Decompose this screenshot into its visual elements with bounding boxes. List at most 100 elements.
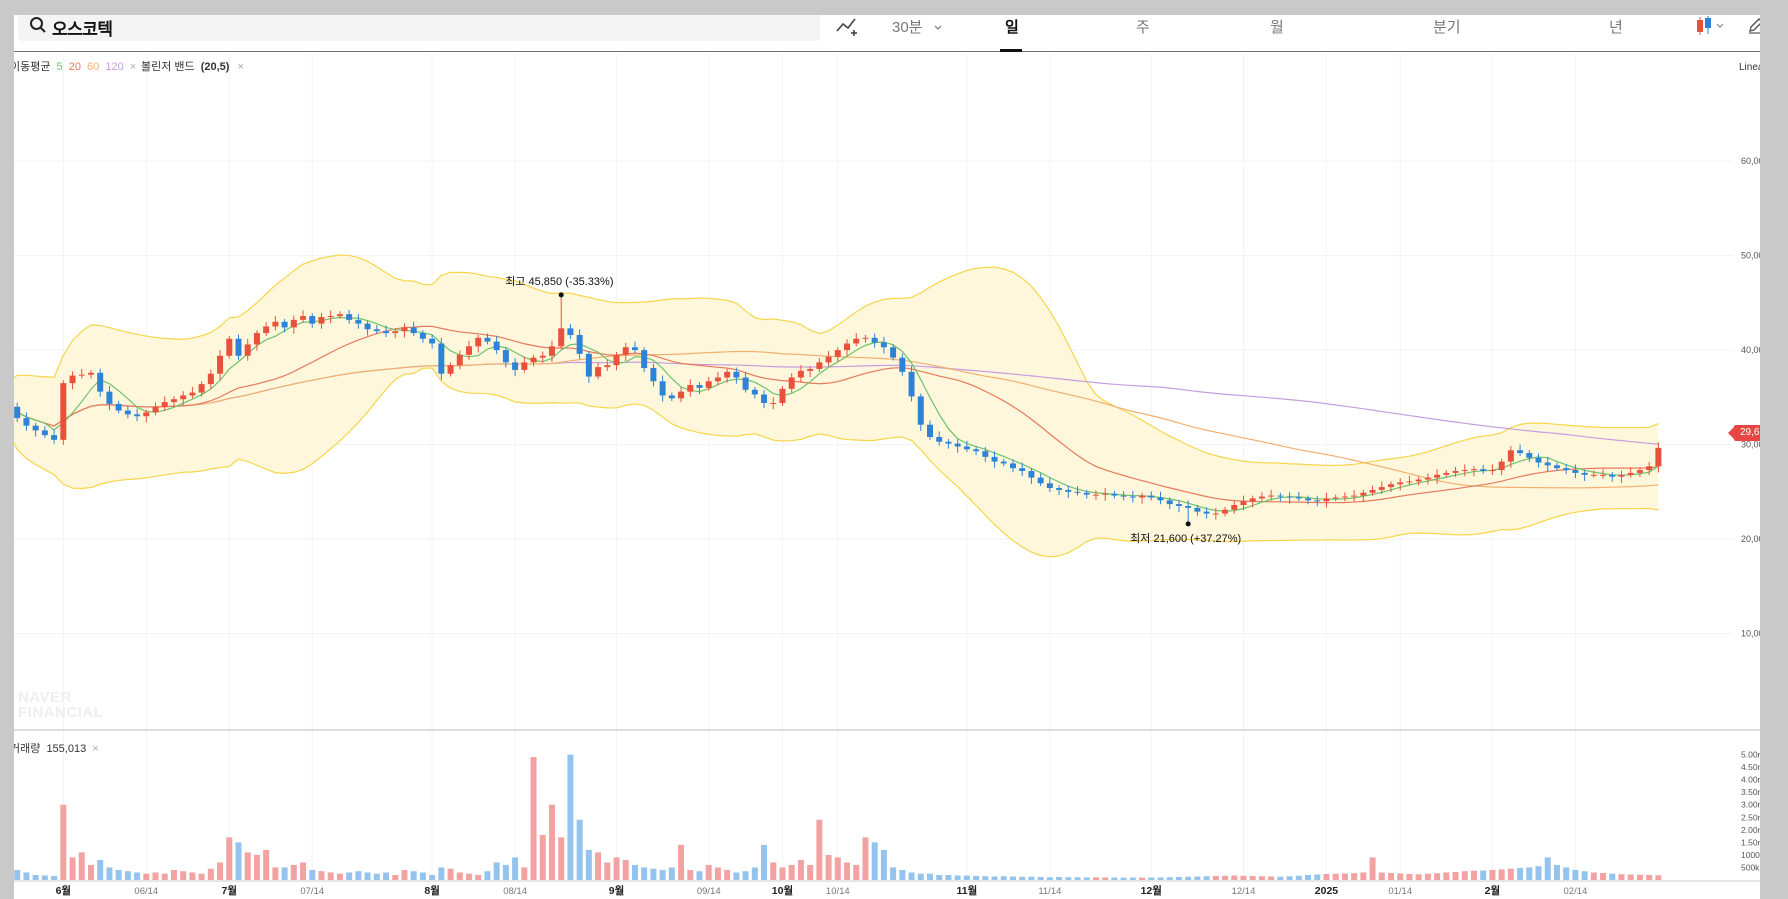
candle-body bbox=[1609, 474, 1616, 477]
candle-body bbox=[733, 371, 740, 378]
candle-body bbox=[530, 357, 537, 363]
candle-body bbox=[687, 385, 694, 392]
candle-body bbox=[484, 337, 491, 342]
watermark-line-2: FINANCIAL bbox=[18, 704, 104, 721]
candle-body bbox=[770, 402, 777, 404]
bollinger-legend[interactable]: 볼린저 밴드 (20,5) × bbox=[141, 58, 247, 74]
volume-bar bbox=[364, 872, 371, 880]
close-icon[interactable]: × bbox=[129, 61, 137, 73]
volume-bar bbox=[124, 871, 131, 880]
candle-body bbox=[364, 323, 371, 330]
volume-bar bbox=[32, 874, 39, 880]
volume-bar bbox=[530, 757, 537, 880]
volume-bar bbox=[60, 804, 67, 880]
volume-bar bbox=[539, 834, 546, 880]
volume-bar bbox=[180, 871, 187, 880]
price-volume-chart[interactable]: 60,000 50,000 40,000 30,000 20,000 10,000 최고 4… bbox=[0, 52, 1788, 899]
candle-body bbox=[659, 381, 666, 396]
candle-body bbox=[235, 338, 242, 356]
volume-bar bbox=[1369, 857, 1376, 880]
volume-bar bbox=[1166, 877, 1173, 880]
volume-bar bbox=[917, 873, 924, 880]
volume-bar bbox=[1415, 874, 1422, 880]
volume-bar bbox=[309, 869, 316, 880]
volume-bar bbox=[346, 872, 353, 880]
volume-bar bbox=[447, 868, 454, 880]
candle-body bbox=[880, 342, 887, 348]
candle-body bbox=[1636, 470, 1643, 473]
interval-dropdown[interactable]: 30분 bbox=[892, 16, 943, 37]
ma60-label: 60 bbox=[87, 61, 100, 73]
candle-body bbox=[1655, 447, 1662, 467]
candle-body bbox=[290, 319, 297, 328]
candle-body bbox=[309, 316, 316, 324]
moving-average-legend[interactable]: 이동평균 5 20 60 120 × bbox=[10, 58, 139, 74]
stock-search-box[interactable]: 오스코텍 bbox=[18, 10, 820, 41]
candle-body bbox=[502, 350, 509, 363]
candle-body bbox=[963, 446, 970, 450]
candle-body bbox=[1277, 495, 1284, 497]
volume-legend[interactable]: 거래량 155,013 × bbox=[10, 740, 102, 756]
volume-bar bbox=[51, 875, 58, 880]
candle-body bbox=[1000, 461, 1007, 464]
ma120-label: 120 bbox=[105, 61, 124, 73]
volume-bar bbox=[834, 857, 841, 880]
candle-body bbox=[668, 395, 675, 399]
volume-tick-label: 500k bbox=[1741, 862, 1760, 872]
volume-bar bbox=[1434, 873, 1441, 880]
search-icon[interactable] bbox=[29, 16, 47, 39]
volume-bar bbox=[1397, 873, 1404, 880]
volume-bar bbox=[429, 874, 436, 880]
volume-bar bbox=[733, 872, 740, 880]
volume-bar bbox=[1627, 874, 1634, 880]
volume-bar bbox=[558, 837, 565, 880]
volume-bar bbox=[1424, 873, 1431, 880]
volume-bar bbox=[1461, 871, 1468, 880]
draw-tool-icon[interactable] bbox=[835, 15, 861, 42]
close-icon[interactable]: × bbox=[92, 743, 99, 755]
volume-bar bbox=[622, 859, 629, 880]
candle-body bbox=[1009, 463, 1016, 469]
volume-bar bbox=[1102, 877, 1109, 880]
volume-bar bbox=[1489, 869, 1496, 880]
candle-body bbox=[456, 354, 463, 366]
volume-tick-label: 1000k bbox=[1741, 850, 1765, 860]
watermark-line-1: NAVER bbox=[18, 689, 72, 706]
volume-bar bbox=[1388, 872, 1394, 880]
candle-body bbox=[1258, 496, 1265, 499]
volume-bar bbox=[1046, 877, 1053, 880]
volume-bar bbox=[1360, 872, 1367, 880]
tab-quarter[interactable]: 분기 bbox=[1433, 19, 1461, 36]
candle-body bbox=[1351, 495, 1358, 497]
tab-year[interactable]: 년 bbox=[1609, 19, 1623, 36]
candle-body bbox=[1139, 495, 1146, 498]
volume-bar bbox=[106, 867, 113, 880]
candle-body bbox=[751, 389, 758, 395]
candle-body bbox=[1083, 492, 1090, 495]
chart-type-candle-icon[interactable] bbox=[1695, 15, 1727, 42]
volume-bar bbox=[1581, 871, 1588, 880]
volume-bar bbox=[899, 869, 906, 880]
volume-bar bbox=[1074, 877, 1081, 880]
close-icon[interactable]: × bbox=[237, 61, 244, 73]
candle-body bbox=[1378, 487, 1385, 490]
tab-day[interactable]: 일 bbox=[1005, 19, 1019, 36]
volume-bar bbox=[502, 864, 509, 880]
candle-body bbox=[936, 437, 943, 442]
volume-bar bbox=[383, 872, 390, 880]
x-tick-label: 10/14 bbox=[826, 886, 850, 897]
tab-week[interactable]: 주 bbox=[1136, 19, 1150, 36]
candle-body bbox=[401, 327, 408, 332]
candle-body bbox=[982, 451, 989, 457]
volume-bar bbox=[1341, 873, 1348, 880]
candle-body bbox=[346, 314, 353, 320]
candle-body bbox=[115, 403, 122, 411]
candle-body bbox=[991, 456, 998, 462]
volume-bar bbox=[1636, 874, 1643, 880]
candle-body bbox=[189, 392, 196, 396]
x-tick-label: 7월 bbox=[222, 884, 238, 897]
volume-bar bbox=[1646, 874, 1653, 880]
y-tick-label: 40,000 bbox=[1741, 345, 1769, 355]
volume-bar bbox=[927, 873, 933, 880]
tab-month[interactable]: 월 bbox=[1270, 19, 1284, 36]
